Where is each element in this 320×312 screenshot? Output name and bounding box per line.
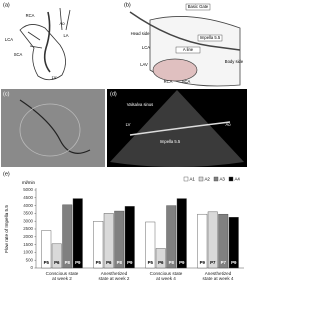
annotation: RCA — [164, 79, 173, 84]
bar-label: P9 — [231, 260, 237, 265]
device — [129, 11, 241, 51]
annotation: Impella 5.5 — [200, 35, 221, 40]
annotation: RCA — [26, 13, 35, 18]
legend-label: A1 — [190, 176, 196, 181]
bar-label: P5 — [44, 260, 50, 265]
label-box — [175, 46, 201, 54]
figure-svg: (a) RCA LCA SCA Ao LA LV (b) Basic Gate Impella 5… — [1, 2, 247, 270]
bar-label: P5 — [148, 260, 154, 265]
x-tick-label: Anesthetized state at week 2 — [98, 271, 130, 282]
bar — [155, 248, 166, 269]
bar-label: P5 — [96, 260, 102, 265]
legend-swatch — [183, 176, 189, 182]
x-tick-label: Conscious state at week 2 — [45, 271, 79, 282]
bar-label: P8 — [65, 260, 71, 265]
bar-label: P9 — [200, 260, 206, 265]
bar-label: P6 — [158, 260, 164, 265]
legend-label: A3 — [220, 176, 226, 181]
annotation: LCA — [5, 37, 13, 42]
legend-label: A2 — [205, 176, 211, 181]
bar-label: P9 — [75, 260, 81, 265]
bar — [218, 213, 229, 269]
y-tick-label: 0 — [31, 265, 34, 270]
y-tick-label: 2000 — [23, 234, 33, 239]
bar-label: P9 — [127, 260, 133, 265]
bar — [166, 205, 177, 269]
bar — [51, 243, 62, 269]
legend-swatch — [198, 176, 204, 182]
y-tick-label: 1000 — [23, 250, 33, 255]
bar-label: P6 — [54, 260, 60, 265]
annotation: Ao — [225, 122, 231, 127]
panel-label: (c) — [3, 91, 10, 97]
annotation: Valsalva sinus — [127, 102, 153, 107]
bar — [41, 230, 52, 269]
device — [43, 11, 51, 73]
annotation: LA — [63, 33, 68, 38]
label-box — [185, 3, 211, 11]
bar-label: P8 — [117, 260, 123, 265]
bar — [114, 210, 125, 269]
device-echo — [129, 121, 231, 136]
annotation: Ao — [59, 21, 65, 26]
panel-label: (b) — [124, 2, 131, 8]
bar — [145, 221, 156, 269]
annotation: LCA — [142, 45, 150, 50]
x-tick-label: Conscious state at week 4 — [149, 271, 183, 282]
bar-label: P7 — [221, 260, 227, 265]
annotation: Body side — [225, 59, 244, 64]
figure: (a) RCA LCA SCA Ao LA LV (b) Basic Gate Impella 5… — [1, 2, 247, 282]
y-tick-label: 4500 — [23, 195, 33, 200]
annotation: SCA — [182, 79, 191, 84]
heart-outline — [19, 24, 66, 81]
bar — [228, 217, 239, 269]
bar — [176, 198, 187, 269]
legend-swatch — [213, 176, 219, 182]
annotation: Head side — [131, 31, 151, 36]
y-unit: ml/min — [22, 180, 35, 185]
bar-label: P6 — [106, 260, 112, 265]
heart-shadow — [19, 103, 81, 157]
xray-image — [1, 89, 105, 167]
panel-label: (d) — [110, 91, 117, 97]
annotation: LAV — [140, 62, 148, 67]
chart-label: (e) — [3, 171, 10, 177]
bar — [62, 204, 73, 269]
y-tick-label: 4000 — [23, 203, 33, 208]
vessel — [27, 31, 43, 49]
bar — [103, 213, 114, 269]
annotation: SCA — [14, 52, 23, 57]
annotation: Basic Gate — [188, 4, 209, 9]
bar — [124, 206, 135, 269]
panel-a — [19, 7, 71, 81]
bar — [72, 198, 83, 269]
legend-label: A4 — [235, 176, 241, 181]
y-tick-label: 5000 — [23, 187, 33, 192]
y-tick-label: 2500 — [23, 226, 33, 231]
annotation: Impella 5.5 — [160, 139, 181, 144]
panel-label: (a) — [3, 2, 10, 8]
y-tick-label: 1500 — [23, 242, 33, 247]
y-tick-label: 3500 — [23, 211, 33, 216]
legend-swatch — [228, 176, 234, 182]
bar — [197, 213, 208, 269]
bar-label: P9 — [179, 260, 185, 265]
bar-label: P8 — [169, 260, 175, 265]
annotation: LV — [126, 122, 131, 127]
y-tick-label: 3000 — [23, 218, 33, 223]
annotation: A line — [183, 47, 194, 52]
y-axis-title: Flow rate of Impella 5.5 — [4, 205, 9, 253]
annotation: LV — [52, 75, 57, 80]
y-tick-label: 500 — [26, 257, 34, 262]
x-tick-label: Anesthetized state at week 4 — [202, 271, 234, 282]
bar — [93, 220, 104, 269]
vessel — [59, 7, 71, 31]
heart — [152, 58, 198, 82]
catheter — [19, 99, 91, 154]
label-box — [197, 34, 223, 42]
bar-label: P7 — [210, 260, 216, 265]
bar — [207, 211, 218, 269]
